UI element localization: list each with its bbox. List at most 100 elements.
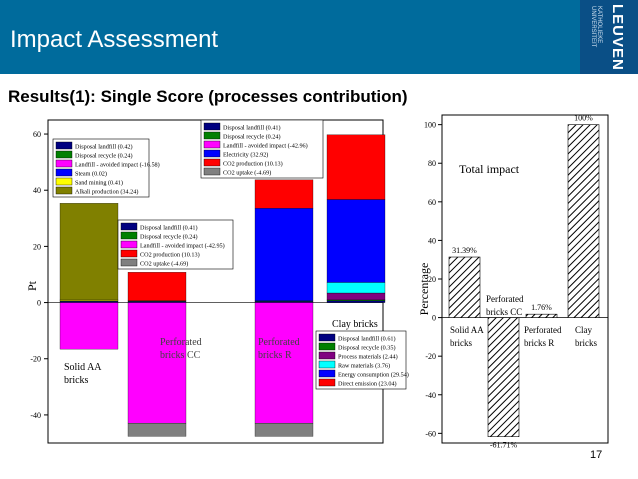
legend-swatch: [55, 159, 73, 168]
total-bar-2: [525, 313, 558, 318]
page-title: Impact Assessment: [10, 26, 219, 53]
legend-swatch: [318, 351, 336, 360]
page-number: 17: [590, 449, 603, 461]
university-logo: [580, 0, 638, 74]
value-label: -61.71%: [490, 441, 518, 450]
category-label: bricks R: [524, 338, 554, 348]
bar-label: bricks R: [258, 350, 292, 361]
y-tick-label: 20: [33, 242, 41, 251]
bar-segment-2-4: [254, 179, 314, 209]
value-label: 100%: [574, 114, 593, 123]
total-bar-0: [448, 256, 481, 318]
legend-swatch: [55, 141, 73, 150]
y-tick-label: 0: [37, 299, 41, 308]
legend-swatch: [55, 186, 73, 195]
legend-swatch: [203, 167, 221, 176]
legend-swatch: [203, 140, 221, 149]
legend-entry: Process materials (2.44): [338, 354, 398, 361]
legend-swatch: [203, 131, 221, 140]
legend-entry: Steam (0.02): [75, 171, 107, 178]
legend-swatch: [120, 258, 138, 267]
legend-swatch: [318, 333, 336, 342]
legend-swatch: [318, 342, 336, 351]
bar-segment-0-5: [59, 203, 119, 300]
bar-segment-0-0: [59, 301, 119, 303]
y-tick-label: 60: [428, 198, 436, 207]
y-tick-label: -20: [30, 355, 41, 364]
slide-subtitle: Results(1): Single Score (processes cont…: [8, 87, 408, 106]
legend-entry: Electricity (32.92): [223, 152, 268, 159]
legend-entry: Raw materials (3.76): [338, 363, 390, 370]
y-tick-label: 40: [428, 236, 436, 245]
legend-entry: Disposal landfill (0.41): [140, 225, 198, 232]
bar-label: bricks CC: [160, 350, 201, 361]
bar-segment-3-5: [326, 134, 386, 200]
header-bar: Impact Assessment: [0, 0, 638, 74]
legend-entry: Disposal landfill (0.42): [75, 144, 133, 151]
bar-segment-1-0: [127, 301, 187, 303]
legend-entry: CO2 production (10.13): [223, 161, 283, 168]
legend-swatch: [120, 231, 138, 240]
y-tick-label: 100: [424, 121, 436, 130]
legend-entry: Energy consumption (29.54): [338, 372, 409, 379]
bar-segment-3-0: [326, 300, 386, 303]
legend-entry: Landfill - avoided impact (-16.58): [75, 162, 160, 169]
value-label: 31.39%: [452, 246, 477, 255]
bar-segment-1-3: [127, 272, 187, 301]
legend-entry: Direct emission (23.04): [338, 381, 397, 388]
bar-segment-1-2: [127, 302, 187, 424]
total-bar-3: [567, 124, 600, 318]
legend-entry: Landfill - avoided impact (-42.95): [140, 243, 225, 250]
bar-segment-0-2: [59, 302, 119, 350]
bar-segment-2-5: [254, 423, 314, 437]
y-tick-label: 60: [33, 130, 41, 139]
category-label: Solid AA: [450, 325, 484, 335]
legend-entry: Disposal recycle (0.24): [140, 234, 198, 241]
legend-swatch: [120, 222, 138, 231]
legend-entry: CO2 uptake (-4.69): [223, 170, 271, 177]
y-axis-label: Pt: [25, 280, 39, 291]
legend-swatch: [55, 150, 73, 159]
chart-title: Total impact: [459, 162, 520, 176]
legend-swatch: [318, 369, 336, 378]
legend-entry: Disposal landfill (0.41): [223, 125, 281, 132]
bar-label: Perforated: [258, 337, 300, 348]
bar-segment-0-4: [59, 299, 119, 301]
y-axis-label: Percentage: [417, 263, 431, 316]
category-label: Perforated: [486, 294, 524, 304]
y-tick-label: -20: [425, 352, 436, 361]
bar-segment-3-2: [326, 292, 386, 301]
bar-segment-1-4: [127, 423, 187, 437]
total-impact-chart: -60 -40 -20 0 20 40 60 80 100 Percentage Total imp…: [417, 114, 609, 450]
legend-entry: Landfill - avoided impact (-42.96): [223, 143, 308, 150]
legend-entry: Disposal landfill (0.61): [338, 336, 396, 343]
legend-entry: CO2 uptake (-4.69): [140, 261, 188, 268]
y-tick-label: 20: [428, 275, 436, 284]
legend-swatch: [55, 168, 73, 177]
y-tick-label: 80: [428, 159, 436, 168]
legend-swatch: [120, 249, 138, 258]
legend-box: [200, 119, 324, 179]
y-tick-label: -40: [30, 411, 41, 420]
category-label: bricks: [450, 338, 472, 348]
total-bar-1: [487, 317, 520, 437]
y-tick-label: -40: [425, 391, 436, 400]
logo-subtext: KATHOLIEKE UNIVERSITEIT: [590, 6, 602, 48]
bar-segment-2-2: [254, 302, 314, 424]
bar-segment-3-3: [326, 282, 386, 294]
legend-swatch: [203, 122, 221, 131]
legend-swatch: [203, 158, 221, 167]
bar-segment-2-3: [254, 208, 314, 301]
legend-entry: Disposal recycle (0.24): [75, 153, 133, 160]
category-label: bricks: [575, 338, 597, 348]
y-tick-label: 40: [33, 186, 41, 195]
legend-swatch: [120, 240, 138, 249]
bar-label: Perforated: [160, 337, 202, 348]
value-label: 1.76%: [531, 303, 552, 312]
bar-label: bricks: [64, 375, 89, 386]
category-label: bricks CC: [486, 307, 522, 317]
bar-segment-2-0: [254, 301, 314, 303]
category-label: Perforated: [524, 325, 562, 335]
legend-swatch: [203, 149, 221, 158]
